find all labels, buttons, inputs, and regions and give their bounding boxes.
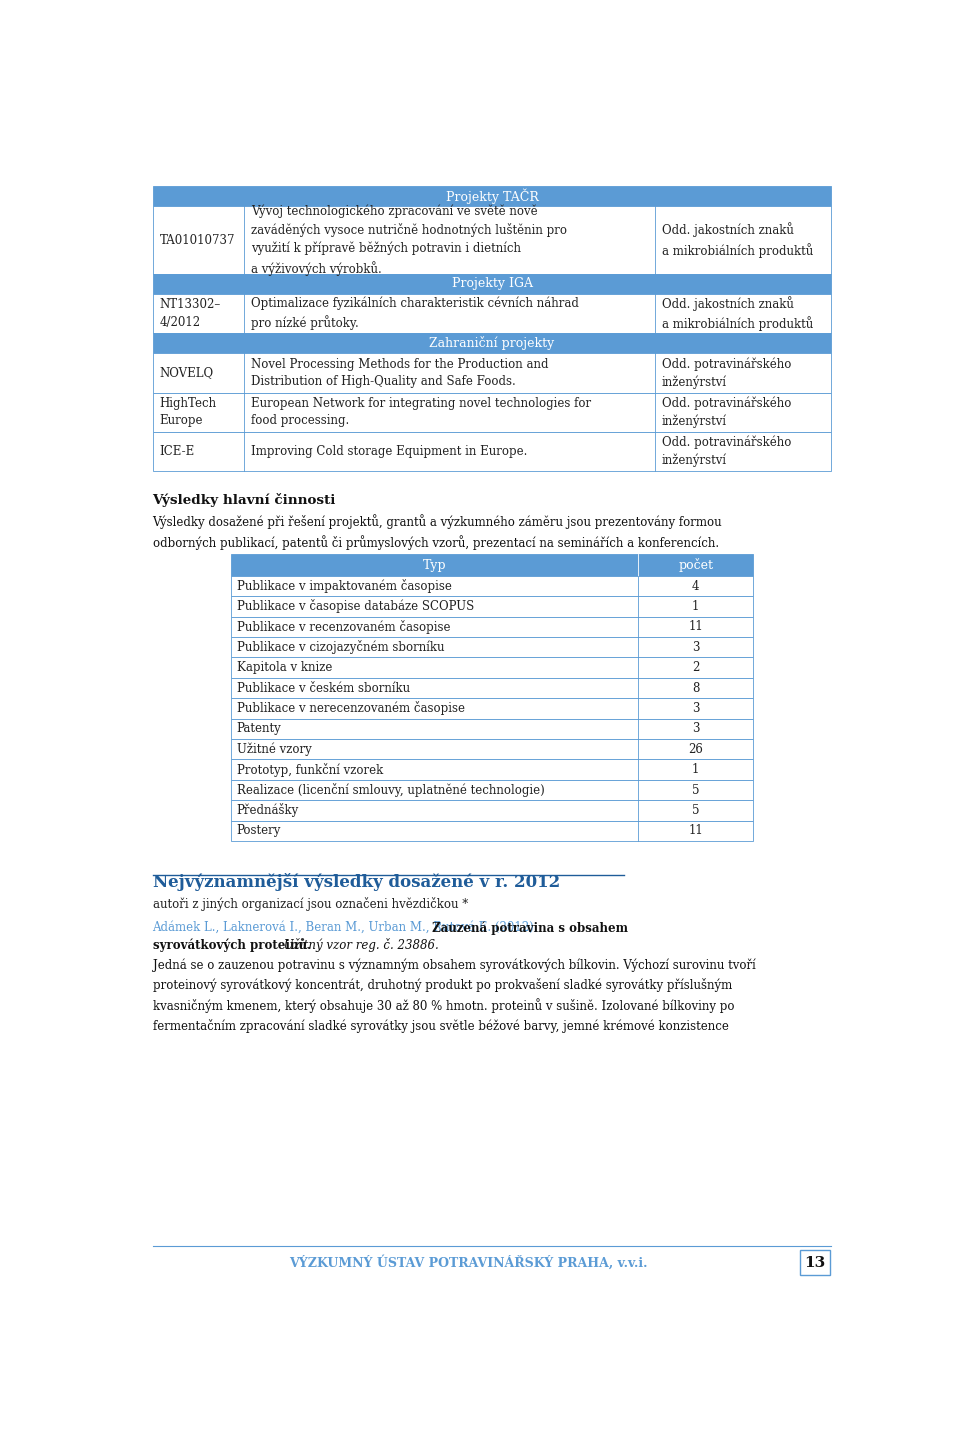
Text: Zauzená potravina s obsahem: Zauzená potravina s obsahem bbox=[427, 920, 628, 935]
Text: Projekty TAČR: Projekty TAČR bbox=[445, 188, 539, 204]
Text: VÝZKUMNÝ ÚSTAV POTRAVINÁŘSKÝ PRAHA, v.v.i.: VÝZKUMNÝ ÚSTAV POTRAVINÁŘSKÝ PRAHA, v.v.… bbox=[290, 1255, 648, 1269]
Text: Výsledky dosažené při řešení projektů, grantů a výzkumného záměru jsou prezentov: Výsledky dosažené při řešení projektů, g… bbox=[153, 514, 722, 550]
Bar bbox=[230, 616, 754, 638]
Text: 5: 5 bbox=[692, 804, 700, 817]
Text: Užitný vzor reg. č. 23886.: Užitný vzor reg. č. 23886. bbox=[280, 938, 439, 952]
Bar bbox=[230, 678, 754, 698]
Text: Jedná se o zauzenou potravinu s významným obsahem syrovátkových bílkovin. Výchoz: Jedná se o zauzenou potravinu s významný… bbox=[153, 958, 756, 1032]
Text: NT13302–
4/2012: NT13302– 4/2012 bbox=[159, 299, 221, 329]
Text: Improving Cold storage Equipment in Europe.: Improving Cold storage Equipment in Euro… bbox=[252, 445, 528, 458]
Text: 26: 26 bbox=[688, 742, 703, 755]
Bar bbox=[153, 274, 831, 294]
Text: 11: 11 bbox=[688, 620, 703, 633]
Text: Kapitola v knize: Kapitola v knize bbox=[237, 661, 332, 673]
Text: 11: 11 bbox=[688, 824, 703, 837]
Text: TA01010737: TA01010737 bbox=[159, 234, 235, 247]
Text: Publikace v časopise databáze SCOPUS: Publikace v časopise databáze SCOPUS bbox=[237, 599, 474, 613]
Text: HighTech
Europe: HighTech Europe bbox=[159, 396, 217, 428]
Bar bbox=[230, 800, 754, 820]
Text: syrovátkových proteinů.: syrovátkových proteinů. bbox=[153, 938, 311, 952]
Text: 3: 3 bbox=[692, 702, 700, 715]
Text: Novel Processing Methods for the Production and
Distribution of High-Quality and: Novel Processing Methods for the Product… bbox=[252, 358, 549, 388]
Text: Užitné vzory: Užitné vzory bbox=[237, 742, 312, 755]
Bar bbox=[230, 820, 754, 841]
Bar bbox=[230, 576, 754, 596]
Text: 5: 5 bbox=[692, 784, 700, 797]
Bar bbox=[230, 596, 754, 616]
Text: Výsledky hlavní činnosti: Výsledky hlavní činnosti bbox=[153, 493, 336, 507]
Text: Publikace v cizojazyčném sborníku: Publikace v cizojazyčném sborníku bbox=[237, 640, 444, 655]
Bar bbox=[230, 698, 754, 718]
Bar bbox=[230, 658, 754, 678]
Text: Publikace v nerecenzovaném časopise: Publikace v nerecenzovaném časopise bbox=[237, 701, 465, 715]
Text: Nejvýznamnější výsledky dosažené v r. 2012: Nejvýznamnější výsledky dosažené v r. 20… bbox=[153, 873, 560, 892]
Text: autoři z jiných organizací jsou označeni hvězdičkou *: autoři z jiných organizací jsou označeni… bbox=[153, 896, 468, 910]
Bar bbox=[230, 638, 754, 658]
Text: Vývoj technologického zpracování ve světě nově
zaváděných vysoce nutričně hodnot: Vývoj technologického zpracování ve svět… bbox=[252, 205, 567, 276]
Text: ICE-E: ICE-E bbox=[159, 445, 195, 458]
Text: Přednášky: Přednášky bbox=[237, 804, 300, 817]
Bar bbox=[153, 207, 831, 274]
Text: 3: 3 bbox=[692, 722, 700, 735]
Text: Prototyp, funkční vzorek: Prototyp, funkční vzorek bbox=[237, 763, 383, 777]
Text: 13: 13 bbox=[804, 1255, 826, 1269]
Text: 4: 4 bbox=[692, 580, 700, 593]
Bar bbox=[230, 760, 754, 780]
Text: Projekty IGA: Projekty IGA bbox=[451, 277, 533, 290]
Text: Postery: Postery bbox=[237, 824, 281, 837]
Text: Publikace v recenzovaném časopise: Publikace v recenzovaném časopise bbox=[237, 620, 450, 633]
Text: Odd. potravinářského
inženýrství: Odd. potravinářského inženýrství bbox=[661, 435, 791, 467]
Bar bbox=[153, 432, 831, 471]
Bar bbox=[153, 353, 831, 392]
Text: Odd. potravinářského
inženýrství: Odd. potravinářského inženýrství bbox=[661, 396, 791, 428]
Text: Odd. jakostních znaků
a mikrobiálních produktů: Odd. jakostních znaků a mikrobiálních pr… bbox=[661, 296, 813, 332]
Text: NOVELQ: NOVELQ bbox=[159, 366, 214, 379]
Text: Zahraniční projekty: Zahraniční projekty bbox=[429, 336, 555, 350]
Text: Publikace v impaktovaném časopise: Publikace v impaktovaném časopise bbox=[237, 579, 452, 593]
Text: Optimalizace fyzikálních charakteristik cévních náhrad
pro nízké průtoky.: Optimalizace fyzikálních charakteristik … bbox=[252, 297, 579, 330]
Text: Adámek L., Laknerová I., Beran M., Urban M., Rutová E. (2012):: Adámek L., Laknerová I., Beran M., Urban… bbox=[153, 920, 539, 935]
Bar bbox=[230, 718, 754, 740]
Text: 1: 1 bbox=[692, 600, 699, 613]
Text: European Network for integrating novel technologies for
food processing.: European Network for integrating novel t… bbox=[252, 396, 591, 428]
Bar bbox=[153, 294, 831, 333]
Text: Publikace v českém sborníku: Publikace v českém sborníku bbox=[237, 682, 410, 695]
Bar bbox=[801, 1251, 829, 1275]
Text: počet: počet bbox=[678, 559, 713, 572]
Text: Realizace (licenční smlouvy, uplatněné technologie): Realizace (licenční smlouvy, uplatněné t… bbox=[237, 783, 544, 797]
Bar bbox=[153, 333, 831, 353]
Bar bbox=[230, 740, 754, 760]
Bar bbox=[230, 780, 754, 800]
Text: Typ: Typ bbox=[422, 559, 446, 572]
Text: Odd. potravinářského
inženýrství: Odd. potravinářského inženýrství bbox=[661, 358, 791, 389]
Text: Odd. jakostních znaků
a mikrobiálních produktů: Odd. jakostních znaků a mikrobiálních pr… bbox=[661, 223, 813, 257]
Text: Patenty: Patenty bbox=[237, 722, 281, 735]
Text: 8: 8 bbox=[692, 682, 699, 695]
Text: 1: 1 bbox=[692, 763, 699, 775]
Bar bbox=[230, 554, 754, 576]
Text: 2: 2 bbox=[692, 661, 699, 673]
Bar bbox=[153, 187, 831, 207]
Text: 3: 3 bbox=[692, 640, 700, 653]
Bar bbox=[153, 392, 831, 432]
